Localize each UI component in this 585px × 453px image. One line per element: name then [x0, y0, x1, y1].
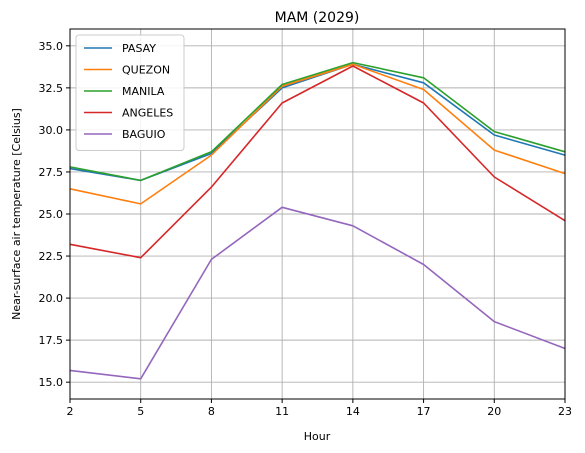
y-tick-label: 27.5	[39, 166, 64, 179]
x-tick-label: 23	[558, 405, 572, 418]
legend-label: MANILA	[122, 85, 165, 98]
y-tick-label: 15.0	[39, 376, 64, 389]
y-tick-label: 35.0	[39, 40, 64, 53]
legend-label: PASAY	[122, 42, 156, 55]
legend-box	[75, 34, 185, 151]
x-tick-label: 2	[67, 405, 74, 418]
series-group	[69, 61, 566, 380]
y-tick-label: 17.5	[39, 334, 64, 347]
chart-title: MAM (2029)	[275, 10, 360, 26]
series-line-baguio	[69, 206, 566, 380]
legend-label: ANGELES	[122, 107, 173, 120]
x-tick-label: 5	[137, 405, 144, 418]
x-tick-label: 14	[346, 405, 360, 418]
series-line-manila	[69, 61, 566, 182]
series-line-quezon	[69, 63, 566, 205]
series-line-angeles	[69, 65, 566, 259]
x-tick-label: 8	[208, 405, 215, 418]
y-axis-label: Near-surface air temperature [Celsius]	[10, 108, 23, 320]
y-tick-label: 25.0	[39, 208, 64, 221]
x-axis: 2 5 8 11 14 17 20 23	[67, 399, 572, 418]
x-axis-label: Hour	[304, 430, 331, 443]
legend-label: QUEZON	[122, 64, 170, 77]
legend-label: BAGUIO	[122, 128, 166, 141]
y-tick-label: 32.5	[39, 82, 64, 95]
y-tick-label: 20.0	[39, 292, 64, 305]
y-axis: 15.0 17.5 20.0 22.5 25.0 27.5 30.0 32.5 35.0	[39, 40, 70, 389]
x-tick-label: 20	[487, 405, 501, 418]
y-tick-label: 30.0	[39, 124, 64, 137]
grid	[69, 29, 566, 399]
x-tick-label: 11	[275, 405, 289, 418]
legend: PASAY QUEZON MANILA ANGELES BAGUIO	[75, 34, 185, 151]
y-tick-label: 22.5	[39, 250, 64, 263]
x-tick-label: 17	[417, 405, 431, 418]
